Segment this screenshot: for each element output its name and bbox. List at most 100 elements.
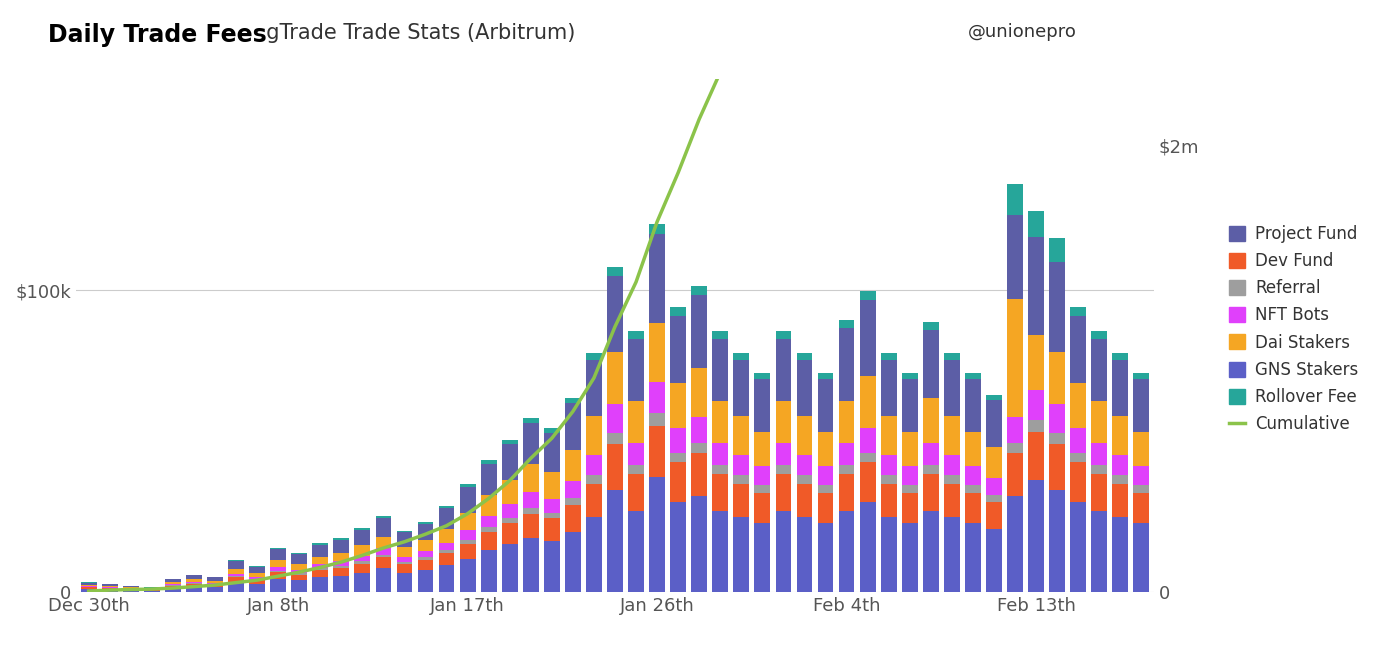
Bar <box>187 584 202 587</box>
Bar <box>481 495 496 516</box>
Bar <box>734 417 749 455</box>
Bar <box>586 475 601 484</box>
Bar <box>292 574 307 580</box>
Bar <box>860 453 876 463</box>
Bar <box>1028 420 1043 432</box>
Bar <box>839 474 854 511</box>
Bar <box>249 584 265 592</box>
Bar <box>902 432 918 467</box>
Text: gTrade Trade Stats (Arbitrum): gTrade Trade Stats (Arbitrum) <box>253 23 575 43</box>
Bar <box>755 522 770 592</box>
Bar <box>860 291 876 299</box>
Bar <box>586 517 601 592</box>
Bar <box>1070 316 1086 383</box>
Bar <box>376 555 391 557</box>
Bar <box>944 484 959 517</box>
Bar <box>629 331 644 338</box>
Bar <box>460 544 475 559</box>
Bar <box>502 522 518 544</box>
Bar <box>818 380 833 432</box>
Bar <box>796 359 813 417</box>
Bar <box>1028 238 1043 334</box>
Bar <box>228 582 243 592</box>
Bar <box>102 590 117 592</box>
Bar <box>880 455 897 475</box>
Bar <box>839 401 854 443</box>
Bar <box>944 475 959 484</box>
Bar <box>1007 495 1023 592</box>
Bar <box>522 423 539 465</box>
Bar <box>333 538 350 540</box>
Bar <box>880 359 897 417</box>
Bar <box>271 567 286 570</box>
Bar <box>565 498 580 505</box>
Bar <box>923 465 938 474</box>
Bar <box>312 569 328 570</box>
Bar <box>354 563 370 572</box>
Bar <box>1070 383 1086 428</box>
Bar <box>1028 211 1043 238</box>
Bar <box>376 568 391 592</box>
Bar <box>987 400 1002 447</box>
Bar <box>102 588 117 590</box>
Bar <box>292 553 307 554</box>
Bar <box>818 522 833 592</box>
Bar <box>438 565 455 592</box>
Bar <box>670 463 685 501</box>
Bar <box>228 578 243 582</box>
Bar <box>522 514 539 538</box>
Bar <box>629 465 644 474</box>
Bar <box>944 455 959 475</box>
Bar <box>775 474 792 511</box>
Bar <box>207 585 223 588</box>
Bar <box>312 544 328 545</box>
Bar <box>565 532 580 592</box>
Bar <box>880 517 897 592</box>
Bar <box>775 331 792 338</box>
Bar <box>249 573 265 577</box>
Bar <box>460 559 475 592</box>
Bar <box>522 538 539 592</box>
Bar <box>1007 417 1023 443</box>
Bar <box>354 530 370 545</box>
Bar <box>670 501 685 592</box>
Bar <box>522 465 539 492</box>
Bar <box>376 536 391 548</box>
Bar <box>228 569 243 574</box>
Bar <box>481 516 496 527</box>
Bar <box>417 560 434 570</box>
Bar <box>691 295 708 368</box>
Bar <box>923 511 938 592</box>
Bar <box>565 397 580 403</box>
Bar <box>775 401 792 443</box>
Bar <box>460 540 475 544</box>
Bar <box>502 517 518 522</box>
Bar <box>1133 522 1150 592</box>
Bar <box>164 588 181 592</box>
Bar <box>312 570 328 577</box>
Bar <box>987 395 1002 400</box>
Bar <box>502 440 518 444</box>
Bar <box>1007 184 1023 215</box>
Bar <box>670 316 685 383</box>
Bar <box>712 338 728 401</box>
Bar <box>1007 215 1023 299</box>
Bar <box>923 397 938 443</box>
Bar <box>839 320 854 328</box>
Bar <box>712 331 728 338</box>
Bar <box>207 588 223 592</box>
Bar <box>712 474 728 511</box>
Bar <box>1049 353 1066 405</box>
Bar <box>1070 463 1086 501</box>
Bar <box>417 570 434 592</box>
Bar <box>228 574 243 576</box>
Bar <box>1049 238 1066 262</box>
Bar <box>796 417 813 455</box>
Bar <box>481 464 496 495</box>
Bar <box>1028 334 1043 390</box>
Bar <box>312 545 328 557</box>
Bar <box>354 555 370 561</box>
Bar <box>1113 417 1128 455</box>
Bar <box>1028 432 1043 480</box>
Bar <box>650 478 665 592</box>
